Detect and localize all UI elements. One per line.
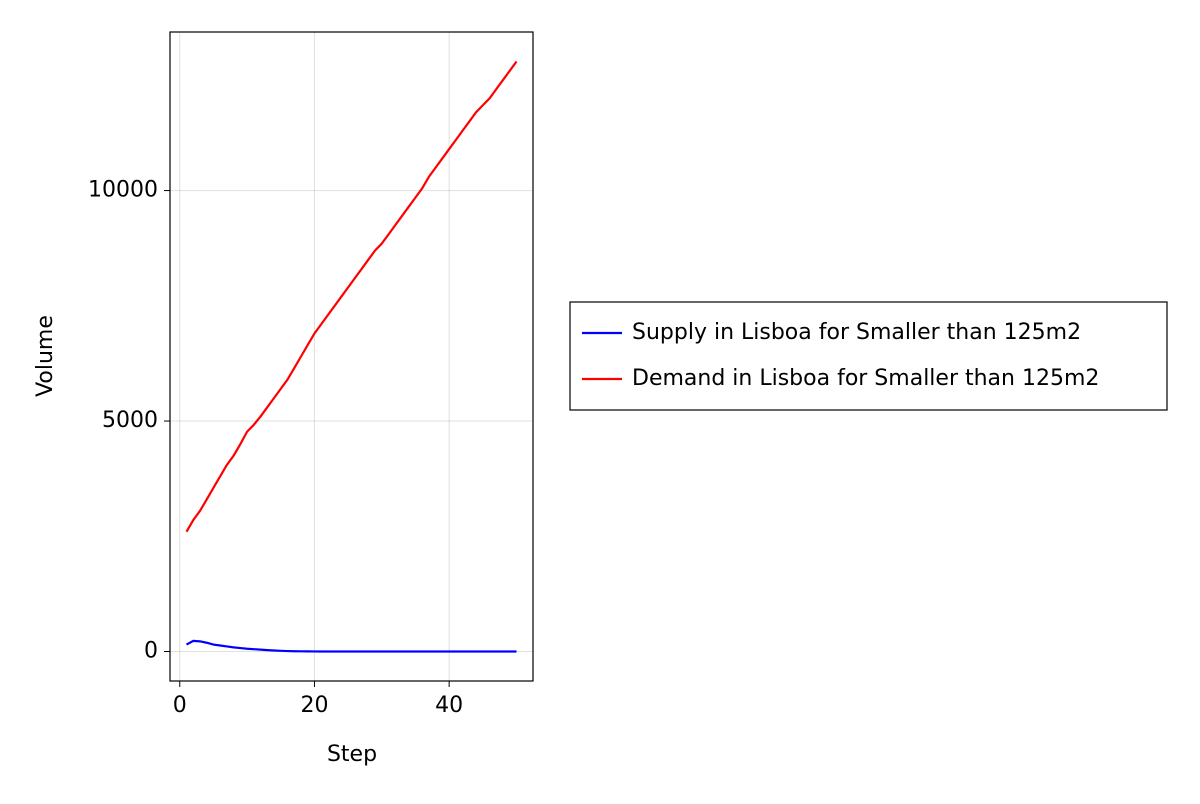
x-tick-label: 20 <box>300 693 328 718</box>
y-tick-label: 10000 <box>88 178 158 203</box>
legend-label: Demand in Lisboa for Smaller than 125m2 <box>632 366 1099 391</box>
legend-label: Supply in Lisboa for Smaller than 125m2 <box>632 320 1081 345</box>
y-tick-label: 0 <box>144 639 158 664</box>
legend-box <box>569 301 1168 411</box>
y-axis-label: Volume <box>33 315 58 397</box>
line-series <box>185 639 517 653</box>
y-tick-label: 5000 <box>102 408 158 433</box>
x-axis-label: Step <box>327 742 377 767</box>
x-tick-label: 0 <box>173 693 187 718</box>
x-tick-label: 40 <box>435 693 463 718</box>
plot-frame <box>169 31 534 682</box>
line-series <box>185 60 518 533</box>
